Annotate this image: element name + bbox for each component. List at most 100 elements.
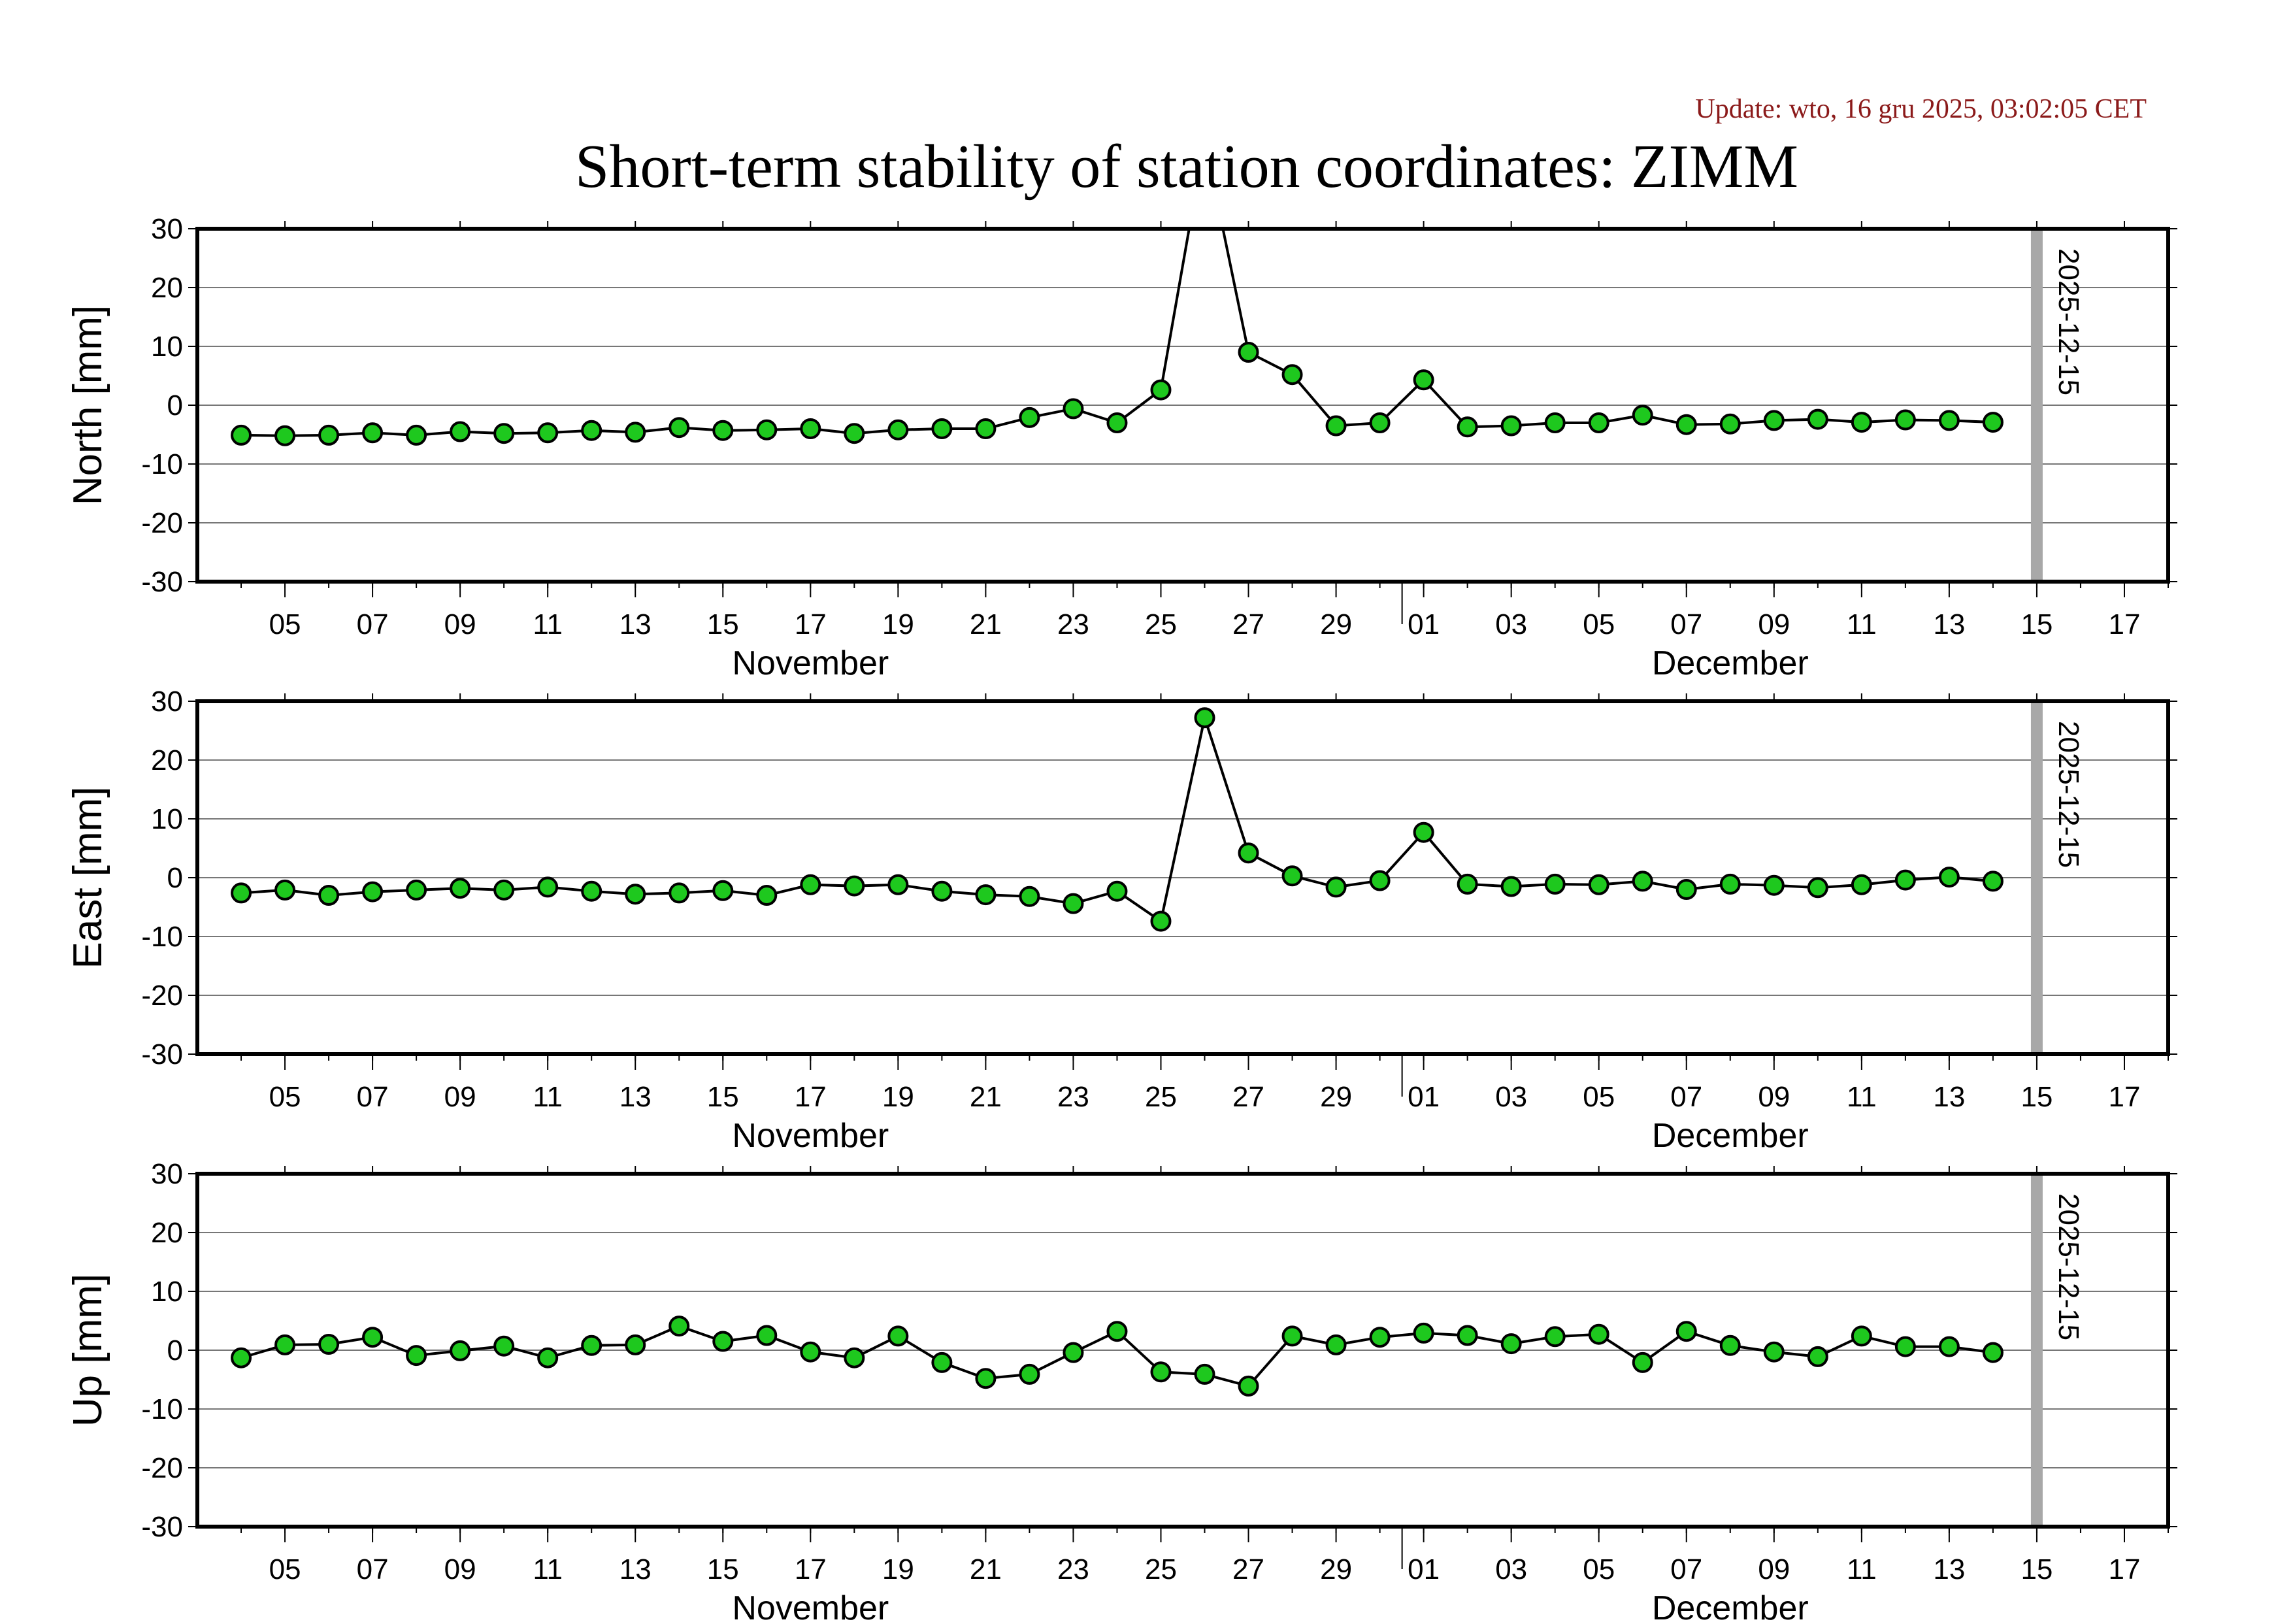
x-tick-label: 19 bbox=[882, 1081, 914, 1113]
data-point bbox=[1807, 408, 1828, 430]
series-group bbox=[231, 229, 2004, 446]
data-point bbox=[1325, 415, 1347, 437]
data-point bbox=[712, 420, 734, 441]
x-tick-label: 09 bbox=[1758, 1081, 1790, 1113]
y-tick-label: -30 bbox=[141, 1511, 183, 1543]
data-point bbox=[975, 1368, 997, 1389]
x-tick-label: 11 bbox=[533, 1553, 563, 1585]
data-point bbox=[887, 419, 909, 440]
x-tick-label: 07 bbox=[357, 1081, 389, 1113]
data-point bbox=[1281, 865, 1303, 887]
data-point bbox=[668, 417, 690, 439]
data-point bbox=[1238, 342, 1259, 363]
x-tick-label: 15 bbox=[707, 608, 739, 640]
data-point bbox=[493, 423, 515, 444]
data-point bbox=[1150, 910, 1172, 932]
data-point bbox=[1544, 1326, 1566, 1348]
data-point bbox=[1675, 414, 1697, 435]
data-point bbox=[406, 879, 427, 901]
data-point bbox=[1851, 874, 1872, 895]
data-point bbox=[450, 878, 471, 899]
data-point bbox=[1807, 1346, 1828, 1367]
x-tick-label: 15 bbox=[2021, 1553, 2053, 1585]
x-tick-label: 29 bbox=[1320, 608, 1352, 640]
x-tick-label: 03 bbox=[1495, 608, 1527, 640]
y-tick-label: 20 bbox=[151, 1217, 183, 1249]
data-point bbox=[1369, 870, 1391, 891]
x-tick-label: 13 bbox=[1933, 1553, 1965, 1585]
data-point bbox=[975, 884, 997, 906]
x-tick-label: 17 bbox=[795, 1081, 827, 1113]
y-tick-label: -10 bbox=[141, 448, 183, 480]
data-point bbox=[1369, 1327, 1391, 1348]
data-point bbox=[1719, 1334, 1741, 1356]
x-tick-label: 11 bbox=[533, 608, 563, 640]
data-point bbox=[1938, 1336, 1960, 1357]
panel-frame bbox=[195, 1172, 2170, 1529]
data-point bbox=[231, 1347, 252, 1368]
x-tick-label: 25 bbox=[1145, 1553, 1177, 1585]
x-tick-label: 05 bbox=[269, 608, 301, 640]
y-tick-label: -20 bbox=[141, 1452, 183, 1484]
data-point bbox=[1019, 886, 1040, 907]
data-point bbox=[1894, 409, 1916, 431]
month-label: December bbox=[1652, 1117, 1809, 1155]
data-point bbox=[756, 1325, 778, 1346]
data-point bbox=[1413, 369, 1434, 391]
data-point bbox=[581, 1334, 602, 1356]
y-tick-label: -20 bbox=[141, 507, 183, 539]
data-point bbox=[1544, 412, 1566, 433]
panel-frame bbox=[195, 227, 2170, 584]
y-axis-label: Up [mm] bbox=[65, 1274, 110, 1427]
data-point bbox=[1588, 874, 1609, 895]
x-tick-label: 05 bbox=[1583, 1553, 1615, 1585]
x-tick-label: 01 bbox=[1408, 608, 1440, 640]
data-point bbox=[1019, 406, 1040, 428]
data-point bbox=[844, 875, 865, 897]
month-label: November bbox=[732, 1117, 889, 1155]
x-tick-label: 11 bbox=[1847, 1081, 1877, 1113]
data-point bbox=[625, 1334, 646, 1355]
y-tick-label: 10 bbox=[151, 803, 183, 835]
x-tick-label: 05 bbox=[1583, 608, 1615, 640]
data-point bbox=[1063, 1342, 1084, 1363]
data-point bbox=[931, 1351, 953, 1373]
data-point bbox=[800, 874, 821, 895]
data-point bbox=[625, 884, 646, 905]
data-point bbox=[318, 1334, 340, 1355]
data-point bbox=[318, 885, 340, 906]
data-point bbox=[537, 1347, 559, 1368]
x-tick-label: 09 bbox=[444, 608, 476, 640]
chart-title: Short-term stability of station coordina… bbox=[575, 133, 1798, 201]
date-marker-label: 2025-12-15 bbox=[2053, 721, 2085, 868]
y-tick-label: 0 bbox=[167, 862, 183, 894]
x-tick-label: 27 bbox=[1232, 608, 1264, 640]
x-tick-label: 15 bbox=[2021, 1081, 2053, 1113]
data-point bbox=[274, 1334, 296, 1355]
data-point bbox=[1325, 876, 1347, 898]
data-point bbox=[1106, 1321, 1128, 1342]
data-point bbox=[274, 425, 296, 446]
data-point bbox=[1544, 873, 1566, 895]
data-point bbox=[1457, 1325, 1478, 1346]
data-point bbox=[450, 421, 471, 442]
y-axis-label: North [mm] bbox=[65, 305, 110, 506]
data-point bbox=[1238, 1375, 1259, 1397]
data-point bbox=[625, 422, 646, 443]
data-point bbox=[1938, 410, 1960, 431]
x-tick-label: 23 bbox=[1057, 608, 1089, 640]
y-tick-label: -10 bbox=[141, 921, 183, 953]
x-tick-label: 15 bbox=[2021, 608, 2053, 640]
x-tick-label: 13 bbox=[619, 1081, 652, 1113]
x-tick-label: 21 bbox=[970, 1081, 1002, 1113]
data-point bbox=[1763, 874, 1785, 896]
x-tick-label: 05 bbox=[269, 1553, 301, 1585]
y-tick-label: -30 bbox=[141, 1038, 183, 1070]
data-point bbox=[1675, 879, 1697, 900]
data-point bbox=[1982, 870, 2004, 892]
data-point bbox=[1632, 405, 1653, 426]
